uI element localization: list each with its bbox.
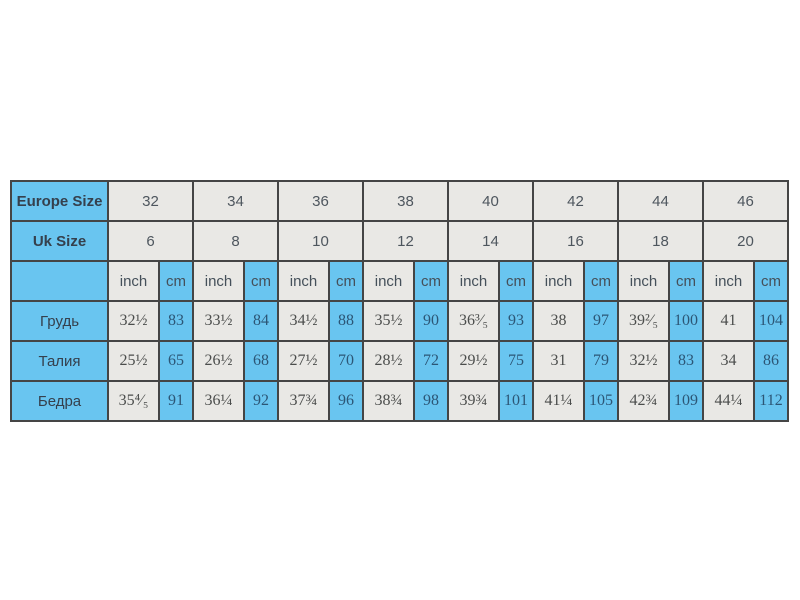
uk-size-row: Uk Size 6 8 10 12 14 16 18 20 (10, 220, 789, 262)
europe-size-cell: 40 (447, 180, 534, 222)
europe-size-cell: 44 (617, 180, 704, 222)
waist-cm-cell: 72 (413, 340, 449, 382)
inch-unit-cell: inch (277, 260, 330, 302)
cm-unit-cell: cm (668, 260, 704, 302)
hips-inch-cell: 39¾ (447, 380, 500, 422)
waist-inch-cell: 26½ (192, 340, 245, 382)
chest-inch-cell: 36³⁄₅ (447, 300, 500, 342)
hips-inch-cell: 38¾ (362, 380, 415, 422)
chest-cm-cell: 104 (753, 300, 789, 342)
hips-cm-cell: 92 (243, 380, 279, 422)
uk-size-cell: 8 (192, 220, 279, 262)
waist-cm-cell: 65 (158, 340, 194, 382)
uk-size-cell: 6 (107, 220, 194, 262)
chest-cm-cell: 90 (413, 300, 449, 342)
uk-size-cell: 14 (447, 220, 534, 262)
europe-size-row: Europe Size 32 34 36 38 40 42 44 46 (10, 180, 789, 222)
chest-inch-cell: 35½ (362, 300, 415, 342)
chest-row-label: Грудь (10, 300, 109, 342)
waist-inch-cell: 32½ (617, 340, 670, 382)
waist-inch-cell: 25½ (107, 340, 160, 382)
uk-size-cell: 18 (617, 220, 704, 262)
europe-size-cell: 32 (107, 180, 194, 222)
chest-inch-cell: 41 (702, 300, 755, 342)
chest-inch-cell: 33½ (192, 300, 245, 342)
chest-cm-cell: 83 (158, 300, 194, 342)
europe-size-cell: 46 (702, 180, 789, 222)
inch-unit-cell: inch (617, 260, 670, 302)
waist-cm-cell: 83 (668, 340, 704, 382)
waist-inch-cell: 29½ (447, 340, 500, 382)
waist-cm-cell: 86 (753, 340, 789, 382)
chest-cm-cell: 88 (328, 300, 364, 342)
cm-unit-cell: cm (583, 260, 619, 302)
waist-cm-cell: 70 (328, 340, 364, 382)
waist-cm-cell: 68 (243, 340, 279, 382)
units-row-blank-cell (10, 260, 109, 302)
hips-cm-cell: 109 (668, 380, 704, 422)
cm-unit-cell: cm (498, 260, 534, 302)
hips-cm-cell: 105 (583, 380, 619, 422)
hips-inch-cell: 36¼ (192, 380, 245, 422)
uk-size-cell: 10 (277, 220, 364, 262)
waist-inch-cell: 31 (532, 340, 585, 382)
inch-unit-cell: inch (107, 260, 160, 302)
inch-unit-cell: inch (362, 260, 415, 302)
inch-unit-cell: inch (192, 260, 245, 302)
hips-cm-cell: 101 (498, 380, 534, 422)
uk-size-label: Uk Size (10, 220, 109, 262)
waist-inch-cell: 34 (702, 340, 755, 382)
europe-size-cell: 34 (192, 180, 279, 222)
chest-cm-cell: 97 (583, 300, 619, 342)
chest-row: Грудь 32½ 83 33½ 84 34½ 88 35½ 90 36³⁄₅ … (10, 300, 789, 342)
hips-inch-cell: 37¾ (277, 380, 330, 422)
chest-inch-cell: 39²⁄₅ (617, 300, 670, 342)
inch-unit-cell: inch (447, 260, 500, 302)
uk-size-cell: 12 (362, 220, 449, 262)
chest-inch-cell: 32½ (107, 300, 160, 342)
hips-cm-cell: 96 (328, 380, 364, 422)
cm-unit-cell: cm (328, 260, 364, 302)
uk-size-cell: 20 (702, 220, 789, 262)
inch-unit-cell: inch (532, 260, 585, 302)
hips-row-label: Бедра (10, 380, 109, 422)
hips-inch-cell: 35⁴⁄₅ (107, 380, 160, 422)
chest-cm-cell: 100 (668, 300, 704, 342)
hips-inch-cell: 42¾ (617, 380, 670, 422)
waist-row-label: Талия (10, 340, 109, 382)
waist-inch-cell: 28½ (362, 340, 415, 382)
europe-size-cell: 42 (532, 180, 619, 222)
hips-cm-cell: 98 (413, 380, 449, 422)
europe-size-cell: 38 (362, 180, 449, 222)
hips-inch-cell: 44¼ (702, 380, 755, 422)
units-row: inch cm inch cm inch cm inch cm inch cm … (10, 260, 789, 302)
chest-inch-cell: 34½ (277, 300, 330, 342)
europe-size-label: Europe Size (10, 180, 109, 222)
cm-unit-cell: cm (158, 260, 194, 302)
chest-inch-cell: 38 (532, 300, 585, 342)
europe-size-cell: 36 (277, 180, 364, 222)
waist-cm-cell: 75 (498, 340, 534, 382)
chest-cm-cell: 93 (498, 300, 534, 342)
waist-cm-cell: 79 (583, 340, 619, 382)
inch-unit-cell: inch (702, 260, 755, 302)
waist-row: Талия 25½ 65 26½ 68 27½ 70 28½ 72 29½ 75… (10, 340, 789, 382)
hips-inch-cell: 41¼ (532, 380, 585, 422)
waist-inch-cell: 27½ (277, 340, 330, 382)
cm-unit-cell: cm (753, 260, 789, 302)
hips-cm-cell: 91 (158, 380, 194, 422)
size-chart-table: Europe Size 32 34 36 38 40 42 44 46 Uk S… (10, 180, 789, 422)
hips-cm-cell: 112 (753, 380, 789, 422)
cm-unit-cell: cm (413, 260, 449, 302)
uk-size-cell: 16 (532, 220, 619, 262)
hips-row: Бедра 35⁴⁄₅ 91 36¼ 92 37¾ 96 38¾ 98 39¾ … (10, 380, 789, 422)
chest-cm-cell: 84 (243, 300, 279, 342)
cm-unit-cell: cm (243, 260, 279, 302)
